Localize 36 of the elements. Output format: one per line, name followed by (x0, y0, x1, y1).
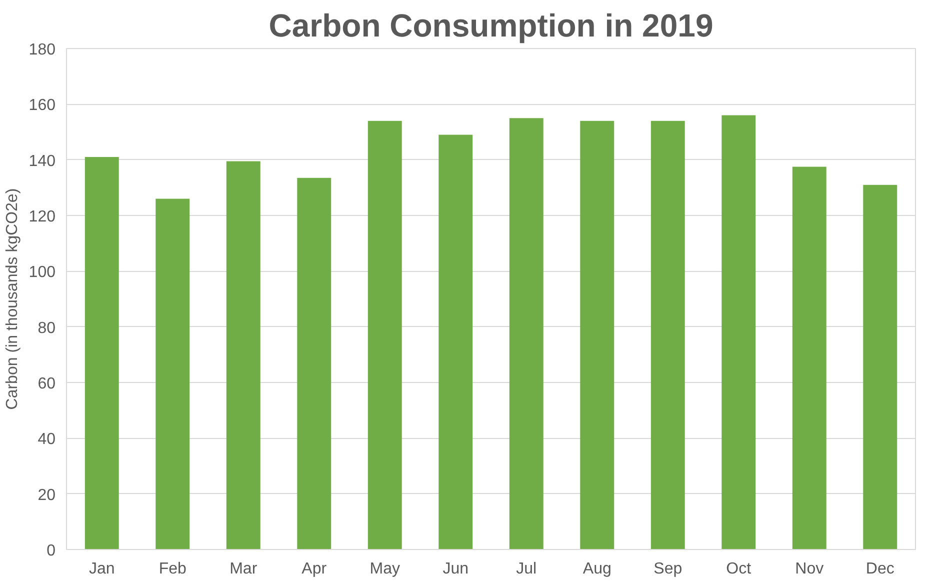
x-tick-label: Apr (302, 560, 328, 578)
y-tick-label: 0 (46, 542, 56, 560)
y-tick-label: 40 (38, 431, 56, 448)
x-tick-label: Oct (726, 560, 752, 578)
x-tick-label: Jul (516, 560, 537, 578)
x-tick-label: Aug (582, 560, 612, 578)
x-tick-label: Sep (654, 560, 682, 578)
chart-title: Carbon Consumption in 2019 (268, 8, 714, 44)
bar (863, 184, 898, 550)
y-tick-label: 80 (38, 320, 56, 337)
bar (226, 161, 260, 550)
y-axis-title: Carbon (in thousands kgCO2e) (4, 188, 21, 410)
x-tick-label: Nov (795, 560, 824, 578)
x-tick-label: Mar (230, 560, 258, 578)
x-tick-label: May (370, 560, 400, 578)
bar (792, 166, 826, 550)
y-tick-label: 20 (38, 486, 56, 504)
bar (650, 120, 685, 550)
x-tick-label: Feb (158, 560, 187, 578)
bar (368, 120, 402, 550)
bar (297, 178, 332, 550)
bar (509, 118, 544, 550)
y-tick-label: 120 (28, 208, 56, 226)
y-tick-label: 140 (28, 152, 56, 170)
y-tick-label: 100 (28, 264, 56, 282)
y-tick-label: 60 (38, 376, 56, 392)
bar (156, 198, 190, 550)
y-tick-label: 160 (28, 97, 56, 114)
bar (84, 157, 119, 550)
x-tick-label: Dec (866, 560, 894, 578)
x-tick-label: Jun (442, 560, 469, 578)
x-tick-label: Jan (88, 560, 115, 578)
bar (580, 120, 614, 550)
bar (438, 134, 473, 550)
bar (722, 115, 756, 550)
y-tick-label: 180 (28, 42, 56, 58)
